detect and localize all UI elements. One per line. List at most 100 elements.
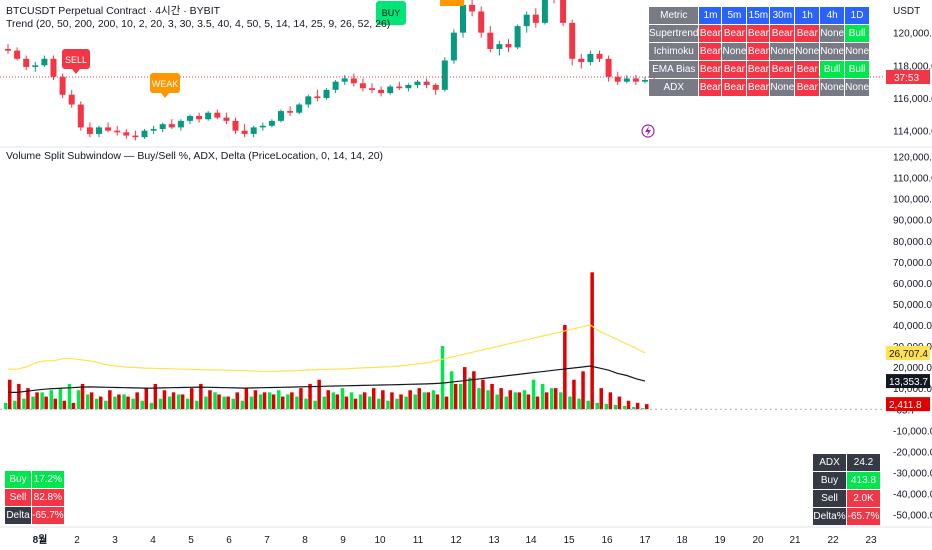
mtf-cell: Bull bbox=[845, 61, 870, 78]
sell-volume-bar bbox=[353, 398, 358, 410]
time-tick: 21 bbox=[789, 535, 801, 546]
candle-body bbox=[414, 81, 421, 85]
lightning-icon[interactable] bbox=[641, 124, 655, 138]
time-tick: 7 bbox=[264, 535, 270, 546]
mtf-cell: Bear bbox=[747, 61, 770, 78]
buy-volume-bar bbox=[413, 394, 417, 410]
sell-volume-bar bbox=[326, 390, 330, 410]
sell-value: 82.8% bbox=[32, 489, 64, 506]
currency-label: USDT bbox=[893, 6, 920, 17]
buy-volume-bar bbox=[331, 392, 336, 410]
buy-volume-bar bbox=[368, 396, 372, 410]
candle-body bbox=[496, 44, 503, 49]
candle-body bbox=[268, 120, 275, 126]
mtf-header-15m: 15m bbox=[747, 7, 770, 24]
mtf-cell: Bear bbox=[722, 25, 747, 42]
weak-signal-pointer bbox=[161, 93, 169, 98]
buy-volume-bar bbox=[631, 407, 636, 410]
buy-volume-bar bbox=[195, 400, 199, 410]
candle-body bbox=[232, 120, 239, 131]
sell-volume-bar bbox=[463, 367, 467, 410]
candle-body bbox=[105, 127, 112, 131]
buy-volume-bar bbox=[104, 400, 108, 410]
mtf-row-label: ADX bbox=[649, 79, 699, 96]
buy-volume-bar bbox=[322, 396, 326, 410]
sell-volume-bar bbox=[80, 383, 85, 410]
buy-volume-bar bbox=[4, 402, 8, 410]
sell-volume-bar bbox=[62, 400, 67, 410]
sell-volume-bar bbox=[344, 396, 349, 410]
sell-volume-bar bbox=[244, 388, 249, 410]
time-tick: 20 bbox=[752, 535, 764, 546]
volume-tick: -40,000.0 bbox=[893, 489, 932, 500]
buy-value: 17.2% bbox=[32, 471, 64, 488]
sell-volume-bar bbox=[281, 396, 285, 410]
symbol-title[interactable]: BTCUSDT Perpetual Contract · 4시간 · BYBIT bbox=[6, 5, 221, 17]
mtf-cell: Bear bbox=[699, 61, 722, 78]
time-tick: 4 bbox=[150, 535, 156, 546]
candle-body bbox=[223, 117, 230, 121]
mtf-cell: None bbox=[770, 43, 795, 60]
sell-volume-bar bbox=[381, 390, 385, 410]
buy-volume-bar bbox=[568, 396, 572, 410]
candle-body bbox=[532, 14, 539, 23]
sell-volume-bar bbox=[135, 392, 139, 410]
mtf-row-label: Ichimoku bbox=[649, 43, 699, 60]
volume-tick: 20,000.0 bbox=[893, 363, 932, 374]
buy-volume-bar bbox=[349, 392, 354, 410]
buy-volume-bar bbox=[231, 398, 235, 410]
sell-volume-bar bbox=[435, 394, 440, 410]
candle-body bbox=[359, 83, 366, 89]
adx-buy-value: 413.8 bbox=[847, 472, 880, 489]
buy-volume-bar bbox=[641, 408, 645, 410]
price-tick: 118,000.0 bbox=[893, 61, 932, 72]
sell-label: Sell bbox=[5, 489, 31, 506]
sell-volume-bar bbox=[408, 390, 412, 410]
volume-subwindow-title[interactable]: Volume Split Subwindow — Buy/Sell %, ADX… bbox=[6, 150, 384, 162]
volume-tick: 80,000.0 bbox=[893, 237, 932, 248]
candle-body bbox=[259, 125, 266, 128]
buy-volume-bar bbox=[313, 400, 317, 410]
buy-volume-bar bbox=[295, 396, 299, 410]
trend-indicator-title[interactable]: Trend (20, 50, 200, 200, 10, 2, 20, 3, 3… bbox=[6, 18, 391, 30]
mtf-cell: None bbox=[820, 43, 845, 60]
mtf-cell: Bear bbox=[770, 61, 795, 78]
time-tick: 10 bbox=[374, 535, 386, 546]
time-tick: 23 bbox=[865, 535, 877, 546]
candle-body bbox=[396, 86, 403, 89]
sell-volume-bar bbox=[390, 392, 394, 410]
buy-volume-bar bbox=[440, 346, 445, 410]
candle-body bbox=[469, 4, 476, 12]
buy-signal-text: BUY bbox=[382, 8, 401, 18]
candle-body bbox=[387, 86, 394, 94]
buy-volume-bar bbox=[522, 390, 527, 410]
buy-volume-bar bbox=[286, 394, 290, 410]
sell-volume-bar bbox=[99, 396, 103, 410]
mtf-row-label: EMA Bias bbox=[649, 61, 699, 78]
time-tick: 8월 bbox=[33, 534, 48, 546]
buy-volume-bar bbox=[267, 392, 272, 410]
sell-volume-bar bbox=[144, 388, 148, 410]
time-tick: 12 bbox=[450, 535, 462, 546]
sell-volume-bar bbox=[453, 383, 458, 410]
candle-body bbox=[250, 127, 257, 134]
last-volume-badge bbox=[886, 397, 930, 412]
buy-volume-bar bbox=[340, 388, 345, 410]
time-tick: 6 bbox=[226, 535, 232, 546]
sell-volume-bar bbox=[180, 394, 185, 410]
sell-volume-bar bbox=[17, 383, 21, 410]
buy-volume-bar bbox=[158, 398, 163, 410]
delta-label: Delta bbox=[5, 507, 31, 524]
buy-volume-bar bbox=[113, 396, 117, 410]
candle-body bbox=[378, 89, 385, 94]
sell-volume-bar bbox=[253, 390, 258, 410]
buy-volume-bar bbox=[531, 379, 536, 410]
sell-volume-bar bbox=[599, 388, 603, 410]
mtf-cell: Bear bbox=[699, 43, 722, 60]
candle-body bbox=[41, 58, 48, 66]
mtf-cell: None bbox=[820, 25, 845, 42]
mtf-cell: Bear bbox=[795, 61, 820, 78]
candle-body bbox=[460, 4, 466, 33]
sell-volume-bar bbox=[617, 396, 622, 410]
